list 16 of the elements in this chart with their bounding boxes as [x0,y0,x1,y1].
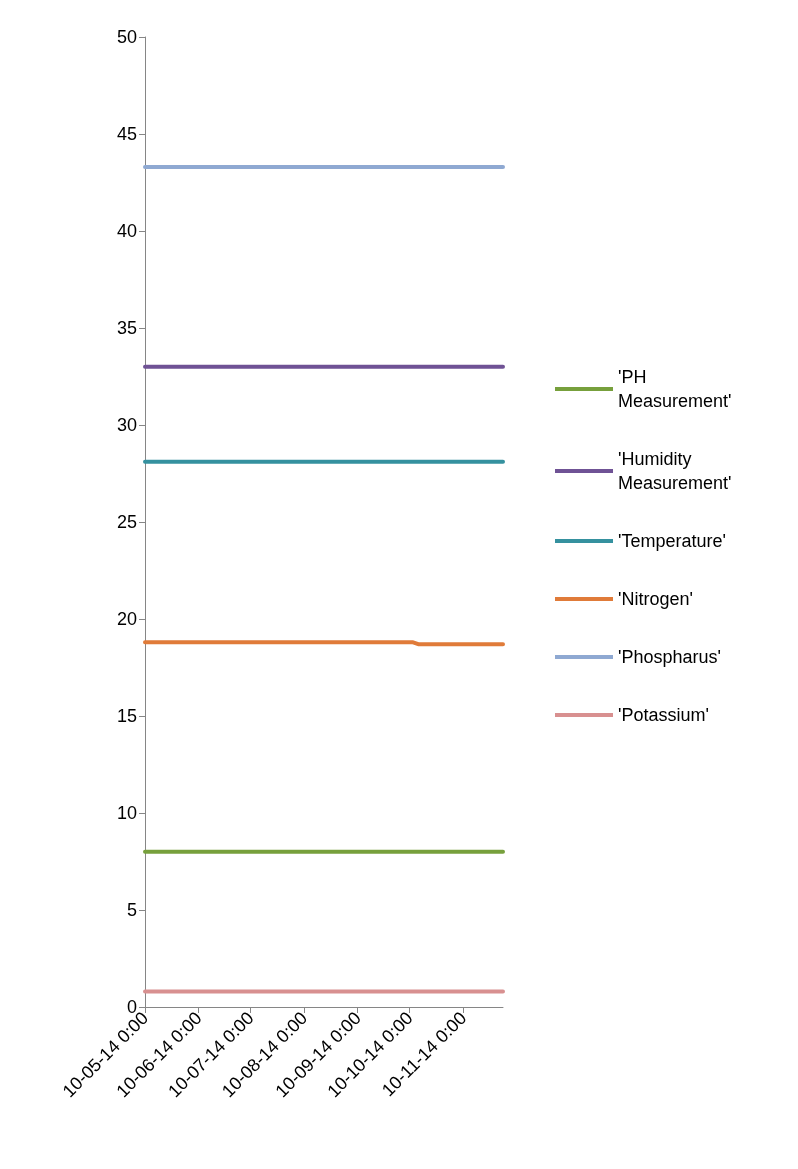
legend-label: 'Temperature' [618,531,726,551]
legend-label: 'Nitrogen' [618,589,693,609]
y-tick-label: 45 [116,124,137,144]
y-tick-label: 30 [116,415,137,435]
y-tick-label: 20 [116,609,137,629]
y-tick-label: 40 [116,221,137,241]
y-tick-label: 10 [116,803,137,823]
legend-label: 'Phospharus' [618,647,721,667]
legend-label: 'Humidity Measurement' [618,449,732,493]
y-tick-label: 50 [116,27,137,47]
y-tick-label: 15 [116,706,137,726]
legend-label: 'PH Measurement' [618,367,732,411]
y-tick-label: 35 [116,318,137,338]
legend-label: 'Potassium' [618,705,709,725]
y-tick-label: 5 [126,900,137,920]
y-tick-label: 25 [116,512,137,532]
